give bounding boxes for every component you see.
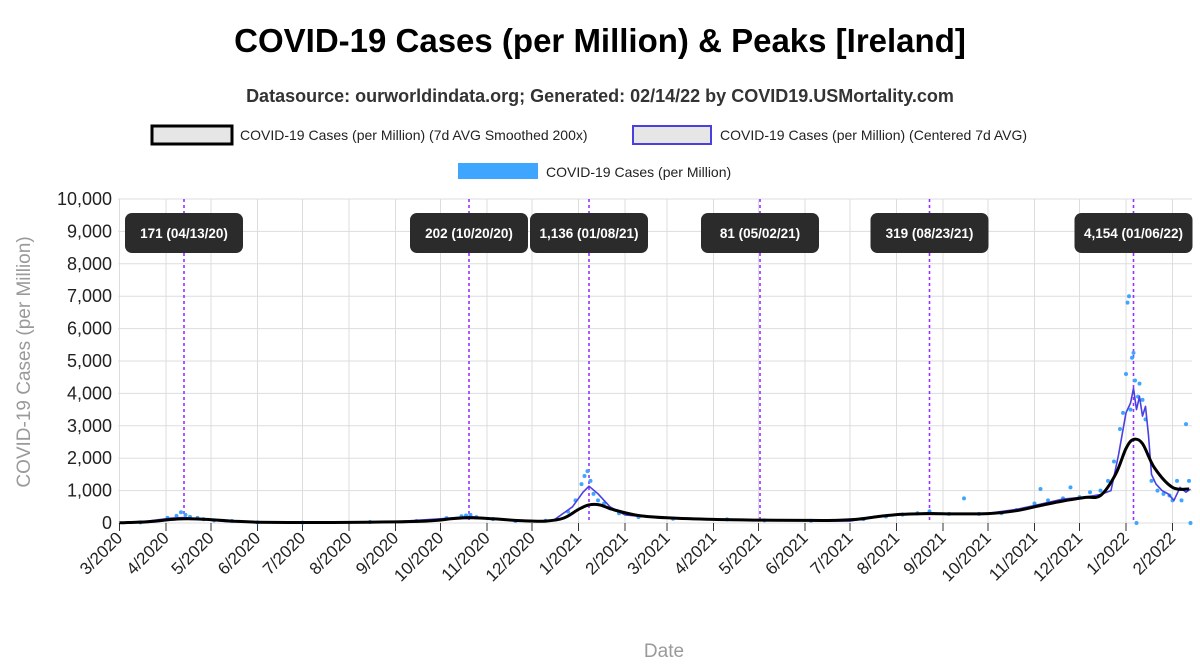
legend-swatch-centered [632,125,712,145]
peak-label-box [701,213,819,253]
raw-point [1068,485,1073,490]
raw-point [582,474,587,479]
raw-point [585,469,590,474]
x-tick-label: 1/2021 [535,528,585,578]
x-tick-label: 3/2021 [624,528,674,578]
y-tick-label: 9,000 [67,221,112,241]
y-tick-label: 6,000 [67,319,112,339]
peak-label-text: 202 (10/20/20) [425,226,513,241]
raw-point [179,510,183,515]
raw-point [1130,355,1134,360]
y-tick-label: 3,000 [67,416,112,436]
raw-point [1131,350,1136,355]
y-tick-label: 5,000 [67,351,112,371]
raw-point [1124,371,1128,376]
x-tick-label: 8/2021 [853,528,903,578]
peak-label-box [530,213,648,253]
raw-point [1121,410,1125,415]
peak-label-text: 1,136 (01/08/21) [539,226,638,241]
raw-point [1098,488,1103,493]
x-tick-label: 8/2020 [306,528,356,578]
raw-point [1137,381,1142,386]
peak-label-text: 171 (04/13/20) [140,226,228,241]
raw-point [1128,407,1133,412]
x-tick-label: 2/2022 [1129,528,1179,578]
y-tick-label: 4,000 [67,383,112,403]
peak-label-text: 4,154 (01/06/22) [1084,226,1183,241]
legend-swatch-raw [458,163,538,179]
x-tick-label: 6/2020 [214,528,264,578]
raw-point [1127,294,1131,299]
raw-point [962,496,966,501]
y-tick-label: 10,000 [57,189,112,209]
x-tick-label: 5/2020 [168,528,218,578]
x-tick-label: 6/2021 [762,528,812,578]
raw-point [174,513,179,518]
y-tick-label: 0 [102,513,112,533]
raw-point [1187,478,1191,483]
raw-point [1125,300,1130,305]
grid [118,198,1192,524]
peak-label-box [410,213,528,253]
peak-label-box [1074,213,1193,253]
x-tick-label: 10/2020 [390,528,447,585]
centered-avg-line [119,387,1191,524]
x-tick-label: 12/2020 [482,528,539,585]
y-tick-label: 8,000 [67,254,112,274]
raw-point [1155,488,1160,493]
raw-point [1149,478,1154,483]
raw-point [1038,486,1043,491]
raw-point [1134,521,1139,525]
x-axis-title: Date [644,641,684,662]
raw-point [1184,422,1188,427]
legend-label-smoothed: COVID-19 Cases (per Million) (7d AVG Smo… [240,127,588,143]
raw-point [1088,490,1092,495]
raw-point [183,512,188,517]
raw-point [1188,521,1193,525]
x-axis: 3/20204/20205/20206/20207/20208/20209/20… [76,523,1179,585]
x-tick-label: 2/2021 [582,528,632,578]
legend-swatch-smoothed [150,124,234,146]
x-tick-label: 4/2020 [123,528,173,578]
x-tick-label: 1/2022 [1083,528,1133,578]
peak-label-box [125,213,243,253]
raw-point [591,491,596,496]
y-axis-title: COVID-19 Cases (per Million) [14,236,35,487]
x-tick-label: 3/2020 [76,528,126,578]
series-lines [119,387,1191,525]
y-tick-label: 7,000 [67,286,112,306]
chart-subtitle: Datasource: ourworldindata.org; Generate… [246,86,954,106]
x-tick-label: 12/2021 [1029,528,1086,585]
raw-point [579,482,584,487]
legend-label-raw: COVID-19 Cases (per Million) [546,164,731,180]
smoothed-line [119,437,1190,525]
raw-point [588,478,593,483]
raw-point [1140,397,1145,402]
peak-label-text: 319 (08/23/21) [886,226,974,241]
peak-labels: 171 (04/13/20) 202 (10/20/20) 1,136 (01/08… [125,213,1193,253]
raw-point [1133,378,1137,383]
chart-title: COVID-19 Cases (per Million) & Peaks [Ir… [234,22,966,59]
raw-point [1106,478,1110,483]
y-axis: 0 1,000 2,000 3,000 4,000 5,000 6,000 7,000 8,00… [57,189,112,533]
legend-label-centered: COVID-19 Cases (per Million) (Centered 7… [720,127,1027,143]
peak-label-text: 81 (05/02/21) [720,226,800,241]
raw-point [1179,498,1184,503]
y-tick-label: 2,000 [67,448,112,468]
raw-point [1046,498,1050,503]
raw-point [1175,478,1179,483]
x-tick-label: 4/2021 [670,528,720,578]
x-tick-label: 5/2021 [715,528,765,578]
raw-point [1161,491,1166,496]
x-tick-label: 7/2020 [259,528,309,578]
y-tick-label: 1,000 [67,481,112,501]
x-tick-label: 10/2021 [938,528,995,585]
raw-point [1112,459,1116,464]
raw-point [1118,427,1122,432]
x-tick-label: 7/2021 [807,528,857,578]
peak-label-box [870,213,989,253]
legend: COVID-19 Cases (per Million) (7d AVG Smo… [150,124,1027,180]
raw-point [596,498,600,503]
